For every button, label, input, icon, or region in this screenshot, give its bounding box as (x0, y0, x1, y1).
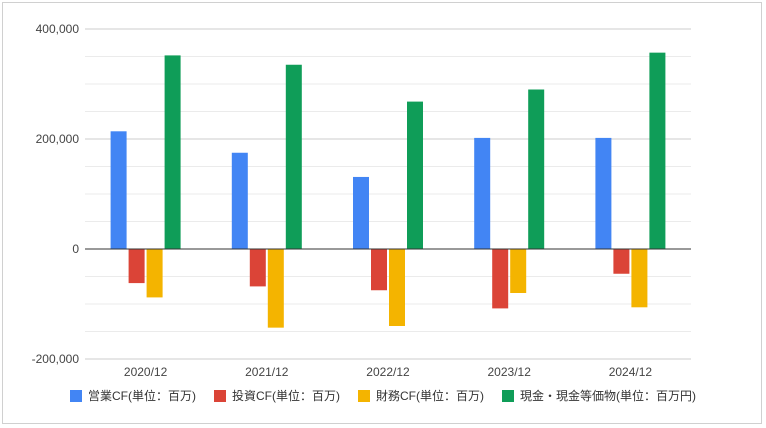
bar[interactable] (492, 249, 509, 309)
bar[interactable] (407, 101, 423, 249)
bar[interactable] (631, 249, 648, 308)
legend-item[interactable]: 財務CF(単位：百万) (358, 388, 484, 403)
legend-swatch (214, 390, 226, 402)
x-tick-label: 2022/12 (366, 365, 410, 379)
x-tick-label: 2021/12 (245, 365, 289, 379)
legend-item[interactable]: 投資CF(単位：百万) (214, 388, 340, 403)
legend-label: 投資CF(単位：百万) (232, 388, 340, 403)
y-tick-label: -200,000 (32, 352, 80, 366)
bar[interactable] (474, 137, 491, 249)
bar[interactable] (128, 249, 145, 284)
legend-item[interactable]: 営業CF(単位：百万) (70, 388, 196, 403)
bar[interactable] (595, 137, 612, 249)
legend[interactable]: 営業CF(単位：百万) 投資CF(単位：百万) 財務CF(単位：百万) 現金・現金等価… (70, 388, 696, 403)
chart-frame: 400,000 200,000 0 -200,000 2020/12 2021/12 20… (2, 2, 762, 424)
bar[interactable] (267, 249, 284, 328)
bar[interactable] (164, 55, 181, 250)
bar[interactable] (285, 64, 302, 249)
y-tick-label: 400,000 (36, 22, 80, 36)
legend-label: 財務CF(単位：百万) (376, 388, 484, 403)
legend-label: 現金・現金等価物(単位：百万円) (520, 388, 696, 403)
legend-swatch (502, 390, 514, 402)
legend-swatch (70, 390, 82, 402)
bar[interactable] (110, 131, 127, 249)
legend-item[interactable]: 現金・現金等価物(単位：百万円) (502, 388, 696, 403)
x-tick-label: 2020/12 (124, 365, 168, 379)
x-tick-label: 2024/12 (609, 365, 653, 379)
bar[interactable] (528, 89, 545, 250)
bar[interactable] (613, 249, 630, 274)
bar[interactable] (146, 249, 163, 298)
x-axis-tick-labels: 2020/12 2021/12 2022/12 2023/12 2024/12 (124, 365, 653, 379)
bar[interactable] (371, 249, 387, 291)
gridlines (85, 28, 691, 360)
y-tick-label: 200,000 (36, 132, 80, 146)
y-tick-label: 0 (72, 242, 79, 256)
bar[interactable] (649, 52, 666, 250)
bar[interactable] (353, 176, 369, 249)
legend-swatch (358, 390, 370, 402)
bar[interactable] (510, 249, 527, 293)
bar[interactable] (231, 152, 248, 249)
bar[interactable] (249, 249, 266, 287)
bar[interactable] (389, 249, 405, 326)
bars (110, 52, 666, 328)
x-tick-label: 2023/12 (488, 365, 532, 379)
y-axis-tick-labels: 400,000 200,000 0 -200,000 (32, 22, 80, 366)
legend-label: 営業CF(単位：百万) (88, 388, 196, 403)
